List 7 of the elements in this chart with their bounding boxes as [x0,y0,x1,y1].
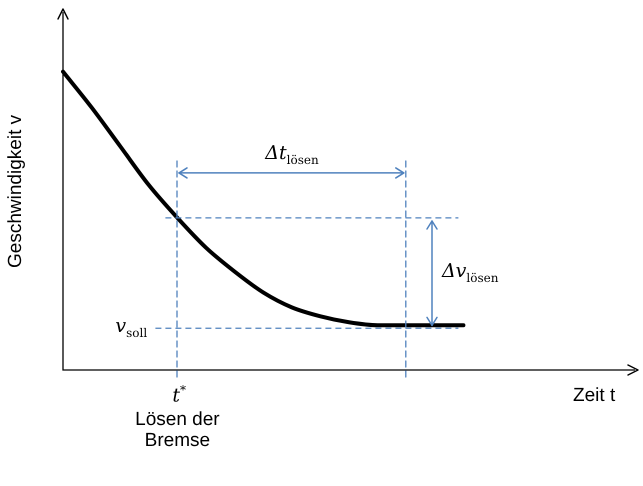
ref-line-label: v$_{soll}$ [115,315,148,340]
annotation: Δv$_{lösen}$ [442,260,498,286]
x-axis-title: Zeit t [573,385,616,407]
annotation: Δt$_{lösen}$ [265,142,319,168]
text: Lösen der Bremse [134,409,221,452]
y-axis-title: Geschwindigkeit v [5,114,27,268]
text: t$^{*}$ [172,383,186,406]
